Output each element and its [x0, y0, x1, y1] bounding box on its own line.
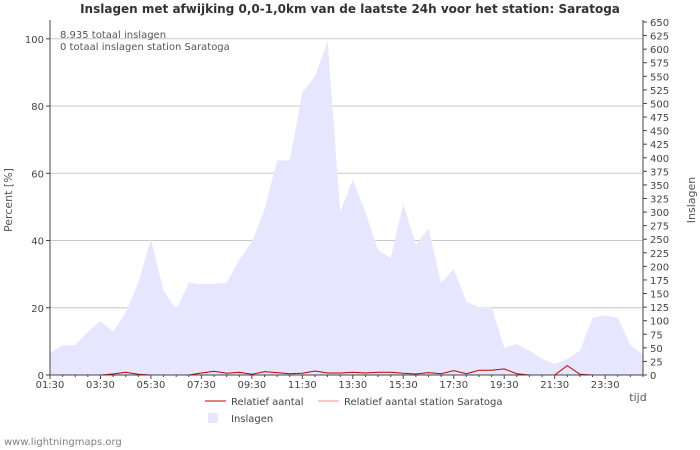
y-left-tick-label-80: 80	[31, 102, 44, 113]
y-right-tick-label-250: 250	[650, 235, 669, 246]
x-axis-label: tijd	[629, 391, 646, 404]
y-right-label: Inslagen	[685, 177, 698, 223]
y-left-tick-label-20: 20	[31, 304, 44, 315]
y-left-label: Percent [%]	[2, 168, 15, 232]
y-right-tick-label-50: 50	[650, 344, 663, 355]
axes	[49, 20, 644, 376]
y-right-tick-label-625: 625	[650, 32, 669, 43]
y-right-tick-label-75: 75	[650, 330, 663, 341]
y-right-tick-label-600: 600	[650, 45, 669, 56]
annotation-station: 0 totaal inslagen station Saratoga	[60, 42, 230, 53]
y-right-tick-label-25: 25	[650, 357, 663, 368]
y-right-tick-label-350: 350	[650, 181, 669, 192]
y-right-tick-label-100: 100	[650, 317, 669, 328]
x-tick-label-17:30: 17:30	[439, 380, 468, 391]
y-right-tick-label-375: 375	[650, 167, 669, 178]
y-right-tick-label-575: 575	[650, 59, 669, 70]
grid-lines	[50, 38, 643, 309]
y-right-tick-label-425: 425	[650, 140, 669, 151]
y-right-tick-label-125: 125	[650, 303, 669, 314]
x-tick-label-21:30: 21:30	[540, 380, 569, 391]
y-right-tick-label-150: 150	[650, 290, 669, 301]
y-left-tick-labels: 0 20 40 60 80 100	[25, 35, 50, 382]
chart-title: Inslagen met afwijking 0,0-1,0km van de …	[80, 2, 620, 16]
y-right-tick-labels: 0 25 50 75 100 125 150 175 200 225 250 275 300 325 350…	[643, 18, 669, 382]
x-tick-label-15:30: 15:30	[389, 380, 418, 391]
y-right-tick-label-500: 500	[650, 99, 669, 110]
y-right-tick-label-400: 400	[650, 154, 669, 165]
x-tick-label-07:30: 07:30	[187, 380, 216, 391]
y-right-tick-label-475: 475	[650, 113, 669, 124]
x-tick-label-19:30: 19:30	[490, 380, 519, 391]
y-right-tick-label-450: 450	[650, 127, 669, 138]
x-tick-label-05:30: 05:30	[137, 380, 166, 391]
x-tick-label-11:30: 11:30	[288, 380, 317, 391]
legend-label-relatief: Relatief aantal	[231, 397, 304, 408]
x-tick-label-03:30: 03:30	[86, 380, 115, 391]
y-right-tick-label-325: 325	[650, 195, 669, 206]
annotation-total: 8.935 totaal inslagen	[60, 30, 166, 41]
y-left-tick-label-40: 40	[31, 237, 44, 248]
y-right-tick-label-550: 550	[650, 72, 669, 83]
legend: Relatief aantal Relatief aantal station …	[205, 397, 503, 425]
x-tick-labels: 01:30 03:30 05:30 07:30 09:30 11:30 13:30 15:30…	[36, 375, 644, 391]
y-right-tick-label-275: 275	[650, 222, 669, 233]
x-tick-label-01:30: 01:30	[36, 380, 65, 391]
x-tick-label-09:30: 09:30	[237, 380, 266, 391]
y-left-tick-label-60: 60	[31, 169, 44, 180]
legend-label-station: Relatief aantal station Saratoga	[344, 397, 503, 408]
x-tick-label-23:30: 23:30	[591, 380, 620, 391]
legend-swatch-inslagen	[208, 413, 218, 423]
y-left-tick-label-0: 0	[38, 371, 44, 382]
x-tick-label-13:30: 13:30	[338, 380, 367, 391]
y-right-tick-label-200: 200	[650, 262, 669, 273]
y-right-tick-label-525: 525	[650, 86, 669, 97]
y-right-tick-label-175: 175	[650, 276, 669, 287]
inslagen-area	[50, 41, 643, 375]
legend-label-inslagen: Inslagen	[231, 414, 273, 425]
y-right-tick-label-0: 0	[650, 371, 656, 382]
y-left-tick-label-100: 100	[25, 35, 44, 46]
footer-credit: www.lightningmaps.org	[4, 437, 122, 448]
y-right-tick-label-300: 300	[650, 208, 669, 219]
y-right-tick-label-225: 225	[650, 249, 669, 260]
y-right-tick-label-650: 650	[650, 18, 669, 29]
